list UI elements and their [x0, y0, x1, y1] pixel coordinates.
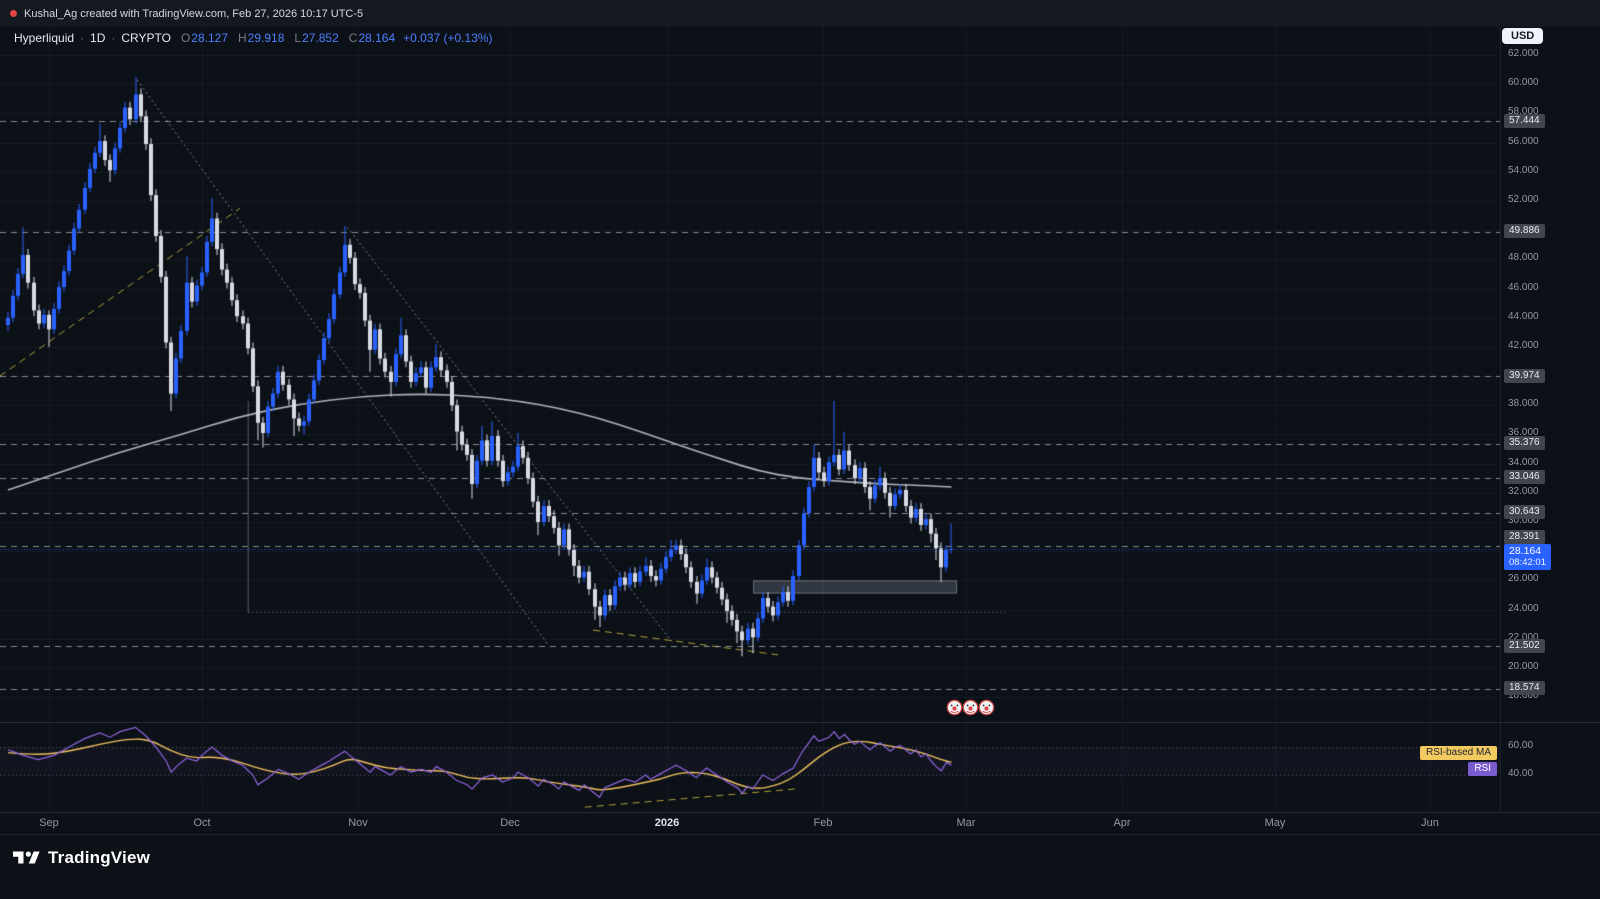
clown-emoji: [946, 699, 963, 716]
last-price-badge: 28.164 08:42:01: [1504, 544, 1551, 570]
price-tick-label: 26.000: [1508, 573, 1539, 585]
price-level-badge: 18.574: [1504, 681, 1545, 696]
price-level-badge: 30.643: [1504, 505, 1545, 520]
price-level-badge: 28.391: [1504, 530, 1545, 545]
time-axis-label: May: [1264, 817, 1286, 829]
symbol-name: Hyperliquid: [14, 31, 75, 45]
red-dot-icon: [10, 10, 17, 17]
low-label: L: [294, 31, 302, 45]
currency-toggle-button[interactable]: USD: [1502, 28, 1544, 44]
tradingview-mark-icon: [13, 851, 40, 864]
attribution-bar: Kushal_Ag created with TradingView.com, …: [0, 0, 1600, 27]
price-level-badge: 49.886: [1504, 224, 1545, 239]
close-label: C: [348, 31, 358, 45]
footer-bar: TradingView: [0, 834, 1600, 899]
price-tick-label: 24.000: [1508, 602, 1539, 614]
time-axis-label: Jun: [1421, 817, 1439, 829]
price-scale[interactable]: 28.164 08:42:01 62.000 60.000 58.000 56.000…: [1500, 27, 1600, 834]
clown-emoji: [962, 699, 979, 716]
pane-separator[interactable]: [0, 722, 1600, 723]
attribution-text: Kushal_Ag created with TradingView.com, …: [24, 7, 364, 20]
time-axis-label: Feb: [813, 817, 833, 829]
price-level-badge: 33.046: [1504, 470, 1545, 485]
change-value: +0.037 (+0.13%): [403, 31, 493, 45]
rsi-tick-label: 60.00: [1508, 740, 1534, 751]
time-axis-label: Sep: [39, 817, 59, 829]
price-level-badge: 57.444: [1504, 113, 1545, 128]
clown-emoji: [978, 699, 995, 716]
price-tick-label: 42.000: [1508, 339, 1539, 351]
rsi-ma-badge: RSI-based MA: [1419, 746, 1497, 760]
close-value: 28.164: [358, 31, 396, 45]
price-tick-label: 18.000: [1508, 690, 1539, 702]
high-label: H: [238, 31, 247, 45]
price-tick-label: 46.000: [1508, 281, 1539, 293]
price-level-badge: 21.502: [1504, 638, 1545, 653]
price-tick-label: 44.000: [1508, 310, 1539, 322]
tradingview-logo[interactable]: TradingView: [13, 847, 150, 868]
price-tick-label: 20.000: [1508, 660, 1539, 672]
price-tick-label: 22.000: [1508, 631, 1539, 643]
price-tick-label: 30.000: [1508, 515, 1539, 527]
market-label: CRYPTO: [121, 31, 171, 45]
rsi-badge: RSI: [1468, 762, 1497, 776]
time-axis-label: Oct: [193, 817, 211, 829]
open-label: O: [180, 31, 191, 45]
time-axis-label: Apr: [1113, 817, 1131, 829]
price-tick-label: 36.000: [1508, 427, 1539, 439]
symbol-legend: Hyperliquid · 1D · CRYPTO O 28.127 H 29.91…: [14, 31, 493, 45]
price-tick-label: 60.000: [1508, 77, 1539, 89]
time-axis-label: Mar: [956, 817, 976, 829]
price-tick-label: 56.000: [1508, 135, 1539, 147]
price-tick-label: 38.000: [1508, 398, 1539, 410]
time-axis-label: Nov: [348, 817, 368, 829]
time-axis-label: Dec: [500, 817, 520, 829]
separator-dot: ·: [111, 31, 116, 45]
time-axis-label: 2026: [654, 817, 680, 829]
price-tick-label: 34.000: [1508, 456, 1539, 468]
open-value: 28.127: [191, 31, 228, 45]
high-value: 29.918: [247, 31, 285, 45]
price-tick-label: 54.000: [1508, 164, 1539, 176]
price-tick-label: 52.000: [1508, 193, 1539, 205]
price-level-badge: 39.974: [1504, 368, 1545, 383]
price-tick-label: 48.000: [1508, 252, 1539, 264]
interval-label: 1D: [90, 31, 106, 45]
rsi-tick-label: 40.00: [1508, 768, 1534, 779]
price-tick-label: 62.000: [1508, 48, 1539, 59]
price-level-badge: 35.376: [1504, 436, 1545, 451]
emoji-annotations: [946, 699, 995, 716]
time-axis[interactable]: Sep Oct Nov Dec 2026 Feb Mar Apr May Jun: [0, 812, 1600, 834]
tradingview-wordmark: TradingView: [48, 847, 151, 867]
separator-dot: ·: [80, 31, 85, 45]
bar-countdown: 08:42:01: [1509, 557, 1546, 568]
price-tick-label: 32.000: [1508, 485, 1539, 497]
price-tick-label: 58.000: [1508, 106, 1539, 118]
low-value: 27.852: [302, 31, 339, 45]
last-price-value: 28.164: [1509, 545, 1542, 557]
